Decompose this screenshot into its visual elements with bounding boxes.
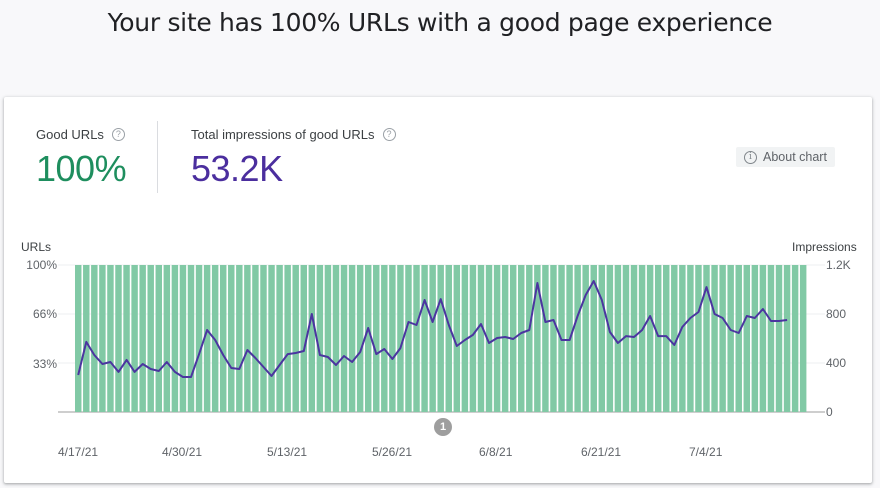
good-urls-metric: Good URLs ? 100% bbox=[36, 127, 127, 190]
metric-divider bbox=[157, 121, 158, 193]
impressions-value: 53.2K bbox=[191, 148, 283, 189]
help-icon[interactable]: ? bbox=[382, 128, 396, 141]
impressions-label: Total impressions of good URLs bbox=[191, 127, 375, 142]
impressions-metric: Total impressions of good URLs ? 53.2K bbox=[191, 127, 396, 190]
annotation-marker[interactable]: 1 bbox=[434, 418, 452, 436]
about-chart-label: About chart bbox=[763, 150, 827, 164]
good-urls-label: Good URLs bbox=[36, 127, 104, 142]
help-icon[interactable]: ? bbox=[111, 128, 125, 141]
good-urls-value: 100% bbox=[36, 148, 127, 189]
page-headline: Your site has 100% URLs with a good page… bbox=[107, 8, 773, 37]
info-icon: i bbox=[744, 150, 757, 164]
about-chart-button[interactable]: i About chart bbox=[736, 147, 835, 167]
